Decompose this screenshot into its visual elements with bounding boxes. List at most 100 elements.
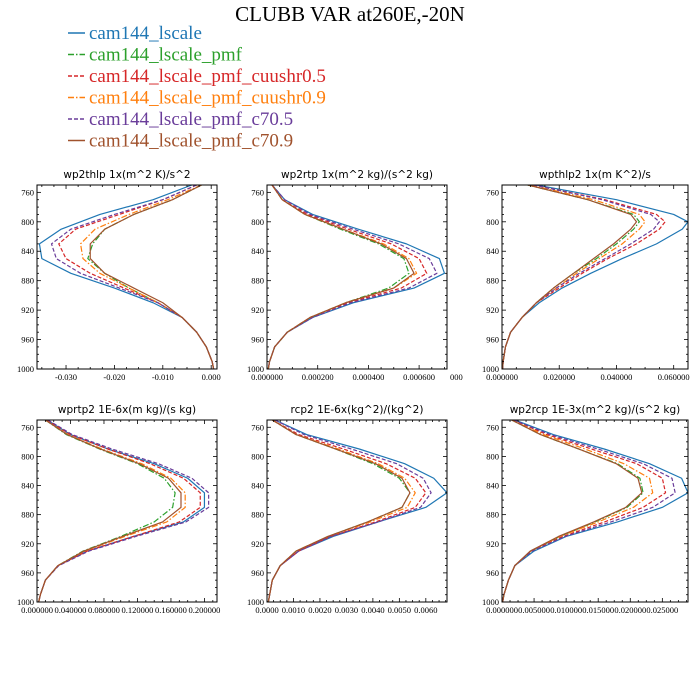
panel-6-xtick-label: 0.000000 — [486, 605, 518, 615]
panel-2-series-line-3 — [267, 185, 428, 369]
panel-5-ytick-label: 1000 — [247, 597, 264, 607]
panel-3-ytick-label: 760 — [486, 187, 499, 197]
panel-3-series-line-3 — [502, 185, 666, 369]
panel-3-xtick-label: 0.060000 — [658, 372, 690, 382]
panel-3-xtick-label: 0.000000 — [486, 372, 518, 382]
panel-1-series — [38, 185, 215, 369]
panel-3-xtick-label: 0.020000 — [543, 372, 575, 382]
panel-6: wp2rcp 1E-3x(m^2 kg)/(s^2 kg) 760 800 840 88… — [482, 404, 689, 615]
panel-6-series — [502, 420, 688, 602]
panel-4-xtick-label: 0.160000 — [155, 605, 187, 615]
panel-6-ytick-label: 920 — [486, 539, 499, 549]
panel-5-xtick-label: 0.0030 — [335, 605, 358, 615]
panel-1-series-line-6 — [89, 185, 215, 369]
panel-2-series-line-5 — [267, 185, 438, 369]
panel-3-title: wpthlp2 1x(m K^2)/s — [539, 169, 651, 181]
panel-3-ytick-label: 800 — [486, 217, 499, 227]
panel-6-ytick-label: 880 — [486, 510, 499, 520]
panel-5-xtick-label: 0.0000 — [255, 605, 278, 615]
panel-5-title: rcp2 1E-6x(kg^2)/(kg^2) — [291, 404, 424, 416]
panel-4-ytick-label: 920 — [21, 539, 34, 549]
panel-5-frame — [266, 419, 448, 603]
panel-2-xtick-label: 0.000400 — [352, 372, 384, 382]
panel-2-ytick-label: 840 — [251, 246, 264, 256]
panel-5-xtick-label: 0.0040 — [361, 605, 384, 615]
panel-5-ytick-label: 880 — [251, 510, 264, 520]
panel-3-xtick-label: 0.040000 — [601, 372, 633, 382]
panel-4-ytick-label: 880 — [21, 510, 34, 520]
panel-5-series-line-3 — [267, 420, 427, 602]
panel-2-xtick-label-suffix: 000 — [450, 372, 463, 382]
panel-6-ytick-label: 760 — [486, 422, 499, 432]
panel-4-xtick-label: 0.040000 — [55, 605, 87, 615]
panel-6-xtick-label: 0.020000 — [614, 605, 646, 615]
panel-6-frame — [501, 419, 689, 603]
legend-label-2: cam144_lscale_pmf — [89, 45, 243, 66]
panel-4-ytick-label: 760 — [21, 422, 34, 432]
panel-1: wp2thlp 1x(m^2 K)/s^2 760 800 840 880 920 960 1… — [17, 169, 221, 382]
panel-4-ytick-label: 800 — [21, 451, 34, 461]
panel-1-xtick-label: 0.000 — [202, 372, 221, 382]
panel-1-ytick-label: 1000 — [17, 364, 34, 374]
panel-1-ytick-label: 880 — [21, 276, 34, 286]
panel-4-ytick-label: 960 — [21, 568, 34, 578]
panel-2-ytick-label: 880 — [251, 276, 264, 286]
panel-4-frame — [36, 419, 218, 603]
panel-3-ytick-label: 840 — [486, 246, 499, 256]
panel-4-series-line-5 — [38, 420, 210, 602]
panel-6-series-line-6 — [502, 420, 643, 602]
legend: cam144_lscalecam144_lscale_pmfcam144_lsc… — [68, 23, 326, 152]
panel-5-series — [267, 420, 447, 602]
panel-2-ytick-label: 800 — [251, 217, 264, 227]
panel-2-series — [267, 185, 446, 369]
panel-6-xtick-label: 0.005000 — [518, 605, 550, 615]
panel-2: wp2rtp 1x(m^2 kg)/(s^2 kg) 760 800 840 880 92… — [247, 169, 463, 382]
panel-2-xtick-label: 0.000600 — [403, 372, 435, 382]
panel-5-series-line-6 — [267, 420, 411, 602]
panel-5-ytick-label: 920 — [251, 539, 264, 549]
panel-4-ytick-label: 1000 — [17, 597, 34, 607]
panel-2-title: wp2rtp 1x(m^2 kg)/(s^2 kg) — [281, 169, 433, 181]
panel-1-frame — [36, 184, 218, 370]
panel-4-series — [38, 420, 210, 602]
panel-1-ytick-label: 760 — [21, 187, 34, 197]
panel-1-ytick-label: 960 — [21, 335, 34, 345]
panel-1-xtick-label: -0.020 — [103, 372, 125, 382]
panel-1-ytick-label: 920 — [21, 305, 34, 315]
panel-3-ytick-label: 1000 — [482, 364, 499, 374]
figure-title: CLUBB VAR at260E,-20N — [235, 2, 465, 26]
panel-3-ytick-label: 960 — [486, 335, 499, 345]
panel-6-title: wp2rcp 1E-3x(m^2 kg)/(s^2 kg) — [510, 404, 681, 416]
panel-2-series-line-6 — [267, 185, 415, 369]
panel-5: rcp2 1E-6x(kg^2)/(kg^2) 760 800 840 880 920 96… — [247, 404, 448, 615]
panel-1-xtick-label: -0.010 — [152, 372, 174, 382]
panel-4-title: wprtp2 1E-6x(m kg)/(s kg) — [58, 404, 196, 416]
panel-5-xtick-label: 0.0010 — [282, 605, 305, 615]
panel-3: wpthlp2 1x(m K^2)/s 760 800 840 880 920 960 100… — [482, 169, 690, 382]
panel-2-ytick-label: 760 — [251, 187, 264, 197]
panel-4-xtick-label: 0.000000 — [21, 605, 53, 615]
panel-5-ytick-label: 800 — [251, 451, 264, 461]
panel-2-ytick-label: 920 — [251, 305, 264, 315]
panel-4: wprtp2 1E-6x(m kg)/(s kg) 760 800 840 880 920… — [17, 404, 220, 615]
panel-5-ytick-label: 840 — [251, 481, 264, 491]
panel-1-ytick-label: 800 — [21, 217, 34, 227]
panel-6-ytick-label: 840 — [486, 481, 499, 491]
panel-4-xtick-label: 0.120000 — [122, 605, 154, 615]
legend-label-4: cam144_lscale_pmf_cuushr0.9 — [89, 88, 326, 109]
legend-label-5: cam144_lscale_pmf_c70.5 — [89, 109, 293, 130]
panel-3-frame — [501, 184, 689, 370]
panels: wp2thlp 1x(m^2 K)/s^2 760 800 840 880 920 960 1… — [17, 169, 690, 615]
panel-6-xtick-label: 0.025000 — [646, 605, 678, 615]
legend-label-6: cam144_lscale_pmf_c70.9 — [89, 131, 293, 152]
panel-5-xtick-label: 0.0050 — [388, 605, 411, 615]
panel-6-xtick-label: 0.010000 — [550, 605, 582, 615]
panel-4-xtick-label: 0.080000 — [88, 605, 120, 615]
panel-5-ytick-label: 960 — [251, 568, 264, 578]
panel-4-series-line-6 — [38, 420, 182, 602]
panel-6-ytick-label: 960 — [486, 568, 499, 578]
panel-2-xtick-label: 0.000200 — [302, 372, 334, 382]
panel-2-xtick-label: 0.000000 — [251, 372, 283, 382]
